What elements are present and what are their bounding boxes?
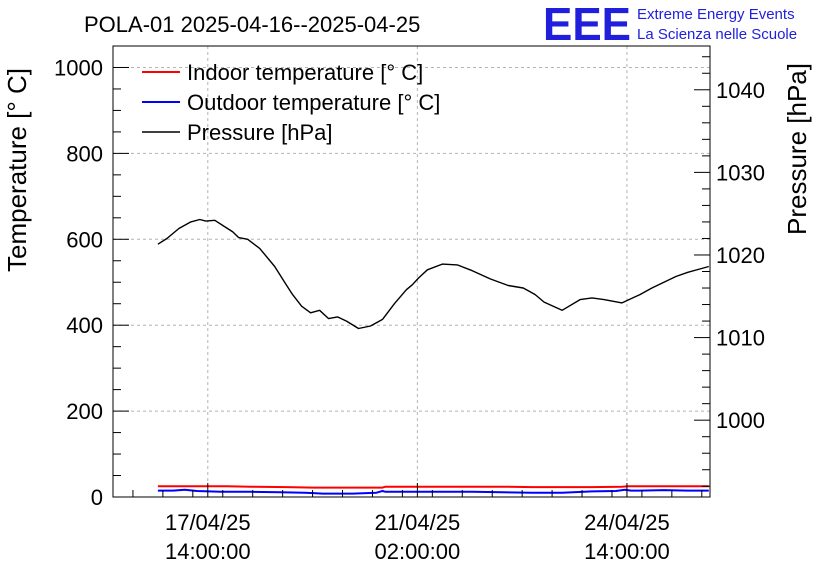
x-tick-label-time: 14:00:00 bbox=[165, 539, 251, 564]
legend-label-pressure: Pressure [hPa] bbox=[187, 120, 333, 145]
legend-label-outdoor: Outdoor temperature [° C] bbox=[187, 90, 440, 115]
legend: Indoor temperature [° C] Outdoor tempera… bbox=[142, 60, 440, 145]
left-tick-label: 1000 bbox=[54, 55, 103, 80]
x-tick-label-date: 24/04/25 bbox=[584, 510, 670, 535]
series-group bbox=[157, 218, 709, 495]
series-line-pressure bbox=[157, 218, 709, 330]
x-axis: 17/04/25 14:00:00 21/04/25 02:00:00 24/04/25… bbox=[132, 483, 703, 564]
x-tick-label-time: 14:00:00 bbox=[584, 539, 670, 564]
right-tick-label: 1040 bbox=[716, 78, 765, 103]
right-tick-label: 1000 bbox=[716, 408, 765, 433]
x-tick-label-time: 02:00:00 bbox=[375, 539, 461, 564]
legend-label-indoor: Indoor temperature [° C] bbox=[187, 60, 423, 85]
brand-line-2: La Scienza nelle Scuole bbox=[637, 26, 797, 43]
series-line-outdoor bbox=[157, 488, 709, 495]
left-axis-label: Temperature [° C] bbox=[2, 68, 32, 272]
left-tick-label: 200 bbox=[66, 399, 103, 424]
chart-title: POLA-01 2025-04-16--2025-04-25 bbox=[84, 12, 420, 37]
right-tick-label: 1020 bbox=[716, 243, 765, 268]
right-axis-label: Pressure [hPa] bbox=[782, 63, 812, 235]
left-axis: 0 200 400 600 800 1000 bbox=[54, 45, 129, 510]
left-tick-label: 0 bbox=[91, 485, 103, 510]
brand-line-1: Extreme Energy Events bbox=[637, 6, 795, 23]
left-tick-label: 600 bbox=[66, 227, 103, 252]
right-tick-label: 1010 bbox=[716, 326, 765, 351]
left-tick-label: 400 bbox=[66, 313, 103, 338]
left-tick-label: 800 bbox=[66, 141, 103, 166]
x-tick-label-date: 21/04/25 bbox=[375, 510, 461, 535]
x-tick-label-date: 17/04/25 bbox=[165, 510, 251, 535]
series-line-indoor bbox=[157, 485, 709, 489]
eee-logo: EEE bbox=[543, 0, 631, 50]
right-tick-label: 1030 bbox=[716, 160, 765, 185]
right-axis: 1000 1010 1020 1030 1040 bbox=[694, 56, 765, 487]
